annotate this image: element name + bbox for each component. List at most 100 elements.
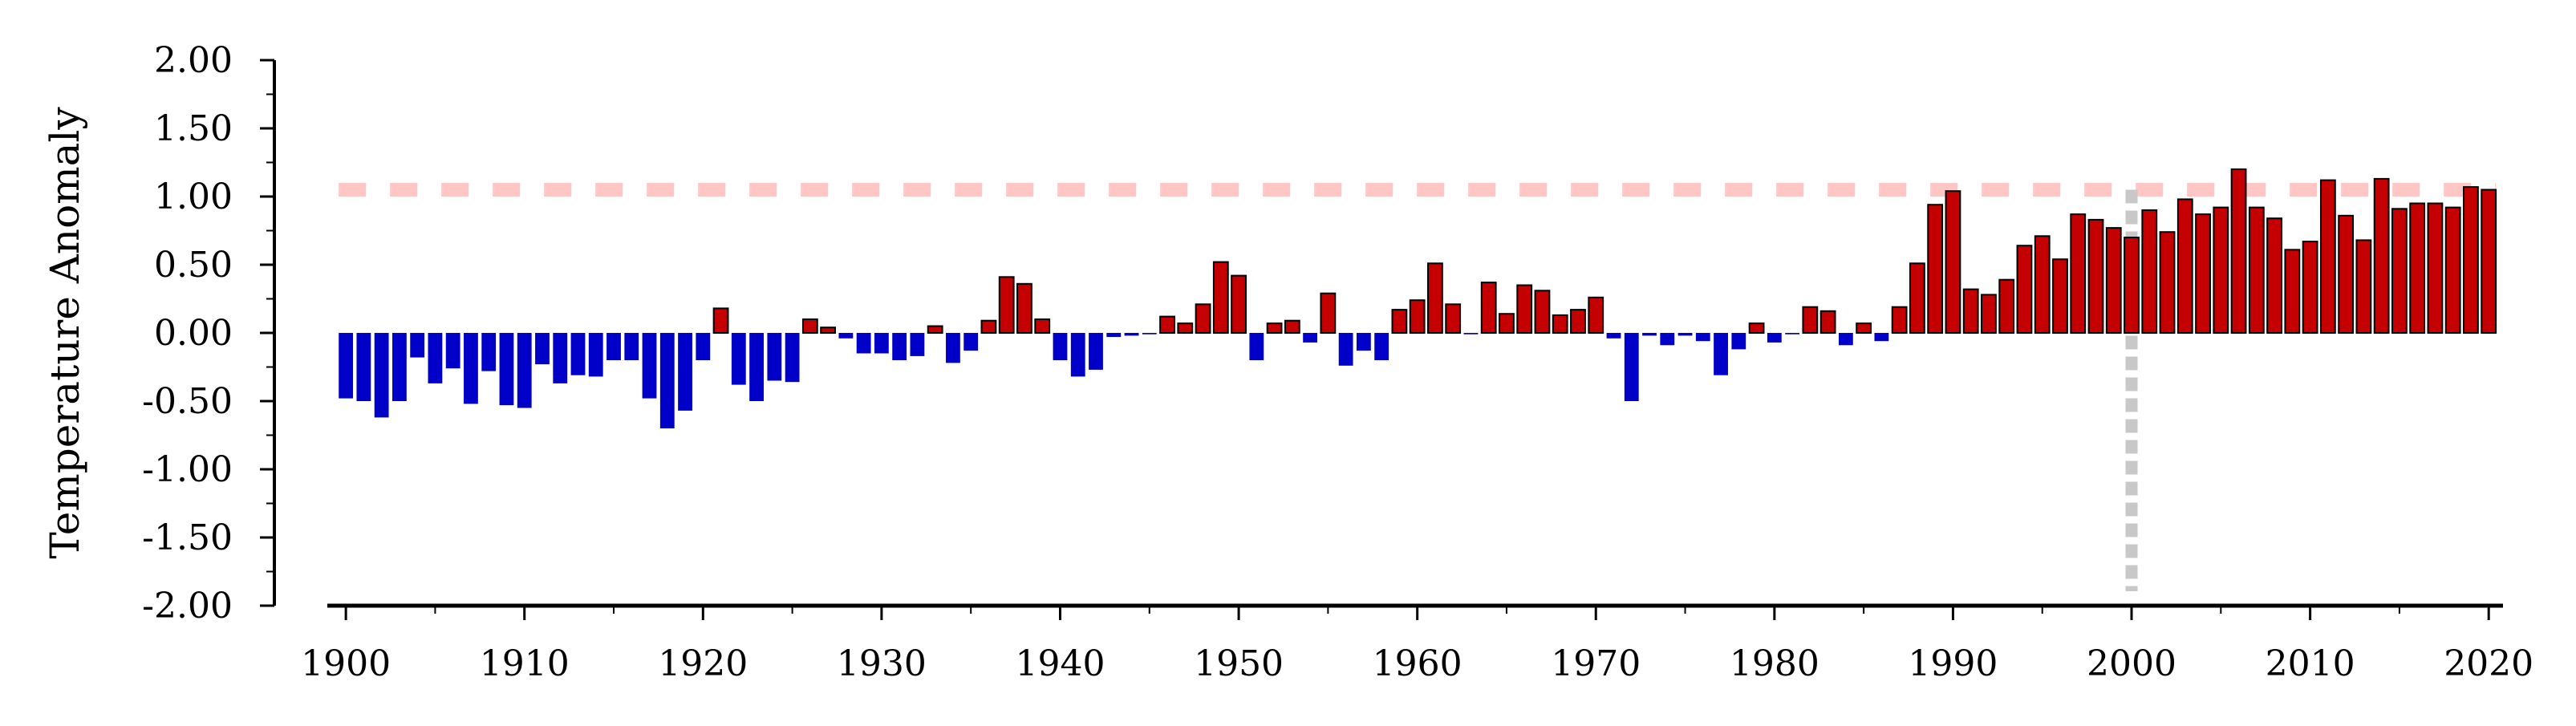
bar-1939 xyxy=(1034,318,1051,334)
bar-1993 xyxy=(1998,278,2015,335)
bar-2015 xyxy=(2391,208,2408,334)
bar-1984 xyxy=(1838,333,1853,346)
bar-2018 xyxy=(2444,206,2461,334)
bar-1968 xyxy=(1552,314,1568,334)
bar-2004 xyxy=(2195,213,2211,334)
y-tick-label: -1.50 xyxy=(142,517,233,558)
bar-1927 xyxy=(820,326,837,335)
bar-1936 xyxy=(980,319,997,335)
bar-1943 xyxy=(1106,333,1122,338)
bar-1923 xyxy=(749,333,764,401)
bar-1937 xyxy=(998,276,1015,334)
bar-1925 xyxy=(785,333,800,383)
bar-1988 xyxy=(1909,262,1925,334)
bar-2019 xyxy=(2463,186,2479,334)
bar-1929 xyxy=(856,333,871,354)
bar-1945 xyxy=(1142,333,1157,335)
bar-1909 xyxy=(499,333,514,406)
bar-1941 xyxy=(1070,333,1085,377)
bar-2008 xyxy=(2266,217,2282,335)
x-axis: 1900 1910 1920 1930 1940 1950 1960 1970 1980 1990… xyxy=(301,603,2533,684)
bar-1962 xyxy=(1445,303,1462,334)
bar-1961 xyxy=(1427,262,1443,334)
bar-1972 xyxy=(1624,333,1639,401)
bar-1931 xyxy=(892,333,907,360)
bar-2007 xyxy=(2248,206,2265,334)
y-tick-label: 0.50 xyxy=(154,245,233,286)
x-tick-label: 1990 xyxy=(1908,643,1998,684)
bar-2001 xyxy=(2141,209,2158,334)
bar-1971 xyxy=(1606,333,1621,339)
bar-1926 xyxy=(801,318,818,334)
x-tick-label: 1940 xyxy=(1015,643,1105,684)
bar-1989 xyxy=(1927,204,1944,334)
y-tick-label: -1.00 xyxy=(142,449,233,490)
bar-1912 xyxy=(553,333,568,383)
x-tick-label: 1930 xyxy=(837,643,927,684)
bar-1953 xyxy=(1284,319,1300,335)
bar-1966 xyxy=(1516,284,1533,334)
y-tick-label: -2.00 xyxy=(142,586,233,627)
bar-1958 xyxy=(1374,333,1389,360)
y-tick-label: 1.50 xyxy=(154,108,233,149)
bar-1910 xyxy=(517,333,532,408)
bar-1907 xyxy=(464,333,478,404)
bar-1928 xyxy=(838,333,854,339)
bar-1974 xyxy=(1660,333,1675,346)
x-tick-label: 1960 xyxy=(1373,643,1462,684)
bar-1979 xyxy=(1748,322,1765,335)
bar-1934 xyxy=(946,333,960,363)
y-tick-label: 1.00 xyxy=(154,176,233,217)
y-tick-label: 0.00 xyxy=(154,313,233,354)
bar-1950 xyxy=(1231,274,1247,335)
bar-1916 xyxy=(624,333,639,360)
bar-1980 xyxy=(1767,333,1782,343)
bar-1921 xyxy=(712,307,729,334)
bar-1933 xyxy=(927,325,943,334)
bar-1994 xyxy=(2016,245,2033,335)
bar-1969 xyxy=(1570,309,1586,335)
bar-1948 xyxy=(1195,303,1211,334)
bar-2003 xyxy=(2176,198,2193,334)
bar-1986 xyxy=(1874,333,1889,342)
bar-1959 xyxy=(1391,309,1408,335)
bar-1946 xyxy=(1159,315,1175,335)
bar-1990 xyxy=(1945,190,1961,334)
bar-1903 xyxy=(392,333,407,401)
x-tick-label: 2000 xyxy=(2087,643,2176,684)
bar-1982 xyxy=(1802,306,1819,335)
y-tick-label: -0.50 xyxy=(142,381,233,422)
bar-1996 xyxy=(2052,258,2068,335)
bar-1938 xyxy=(1016,282,1032,334)
bar-1932 xyxy=(910,333,925,356)
x-tick-label: 1920 xyxy=(658,643,748,684)
bar-1935 xyxy=(963,333,979,351)
bar-1955 xyxy=(1320,292,1337,335)
bar-1930 xyxy=(874,333,889,354)
bar-1992 xyxy=(1981,294,1997,334)
x-tick-label: 1970 xyxy=(1551,643,1641,684)
bar-1905 xyxy=(428,333,443,383)
bar-2006 xyxy=(2230,168,2247,334)
bar-1919 xyxy=(678,333,692,411)
bar-1949 xyxy=(1212,261,1229,335)
bar-1997 xyxy=(2070,213,2087,334)
bar-2017 xyxy=(2427,202,2444,334)
bar-1998 xyxy=(2087,218,2104,334)
bar-1975 xyxy=(1677,333,1693,336)
y-axis-label: Temperature Anomaly xyxy=(42,107,88,559)
bar-1963 xyxy=(1463,333,1479,335)
bar-2002 xyxy=(2159,231,2176,335)
bar-2016 xyxy=(2409,202,2426,334)
bar-1944 xyxy=(1124,333,1139,336)
bar-1987 xyxy=(1891,306,1908,335)
bar-2014 xyxy=(2373,177,2390,334)
bar-1973 xyxy=(1642,333,1657,336)
bar-1940 xyxy=(1053,333,1068,360)
bar-1964 xyxy=(1480,282,1497,335)
bar-1902 xyxy=(374,333,389,418)
x-tick-label: 1910 xyxy=(480,643,570,684)
bar-1970 xyxy=(1588,296,1604,334)
bar-1978 xyxy=(1731,333,1746,350)
